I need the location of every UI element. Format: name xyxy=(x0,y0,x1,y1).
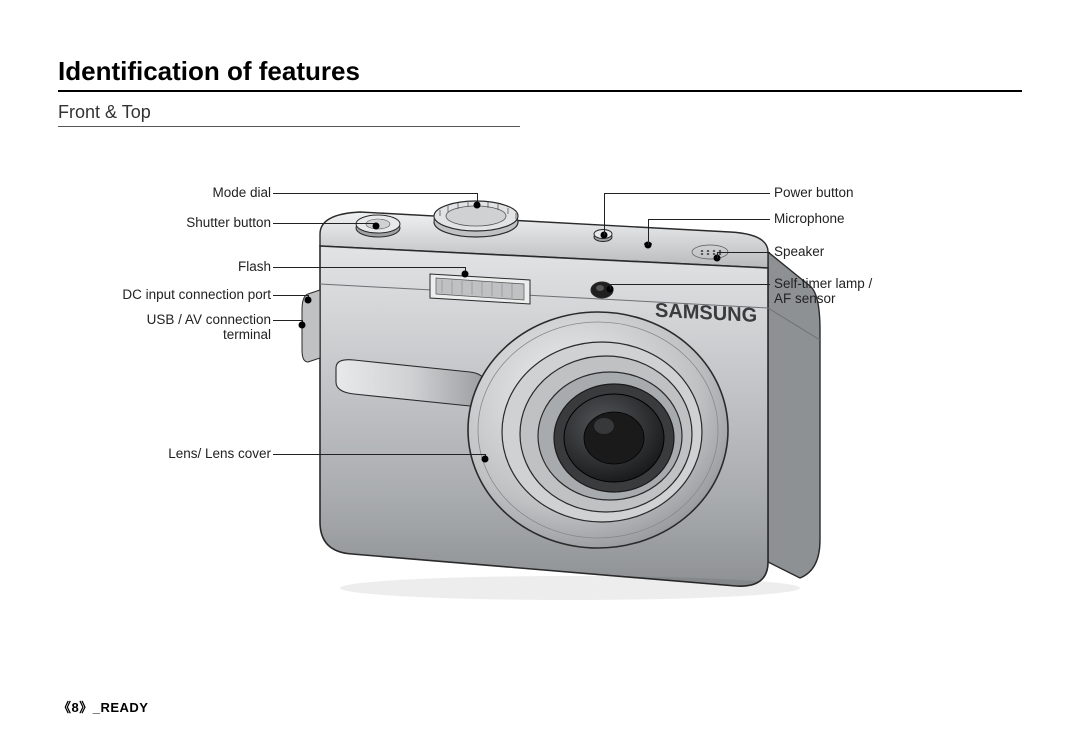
label-usb-av: USB / AV connection terminal xyxy=(147,312,271,342)
label-speaker: Speaker xyxy=(774,244,824,259)
title-rule xyxy=(58,90,1022,92)
label-lens: Lens/ Lens cover xyxy=(168,446,271,461)
leader-line xyxy=(604,193,770,194)
page-footer: 《8》_READY xyxy=(58,697,148,716)
label-flash: Flash xyxy=(238,259,271,274)
leader-dot xyxy=(482,456,489,463)
leader-line xyxy=(273,320,302,321)
leader-line xyxy=(648,219,649,245)
label-self-timer: Self-timer lamp / AF sensor xyxy=(774,276,872,306)
subtitle-rule xyxy=(58,126,520,127)
leader-line xyxy=(610,284,770,285)
subtitle: Front & Top xyxy=(58,102,151,123)
leader-dot xyxy=(299,322,306,329)
label-mode-dial: Mode dial xyxy=(212,185,271,200)
leader-dot xyxy=(462,271,469,278)
label-shutter-button: Shutter button xyxy=(186,215,271,230)
leader-line xyxy=(273,223,376,224)
leader-line xyxy=(648,219,770,220)
leader-line xyxy=(604,193,605,235)
leader-line xyxy=(273,267,465,268)
page-title: Identification of features xyxy=(58,56,360,87)
label-dc-input: DC input connection port xyxy=(122,287,271,302)
label-microphone: Microphone xyxy=(774,211,845,226)
leader-line xyxy=(717,252,770,253)
label-power-button: Power button xyxy=(774,185,854,200)
leader-dot xyxy=(474,202,481,209)
leader-line xyxy=(273,295,308,296)
leader-line xyxy=(273,454,485,455)
leader-line xyxy=(273,193,477,194)
leader-dot xyxy=(305,297,312,304)
leader-dot xyxy=(373,223,380,230)
